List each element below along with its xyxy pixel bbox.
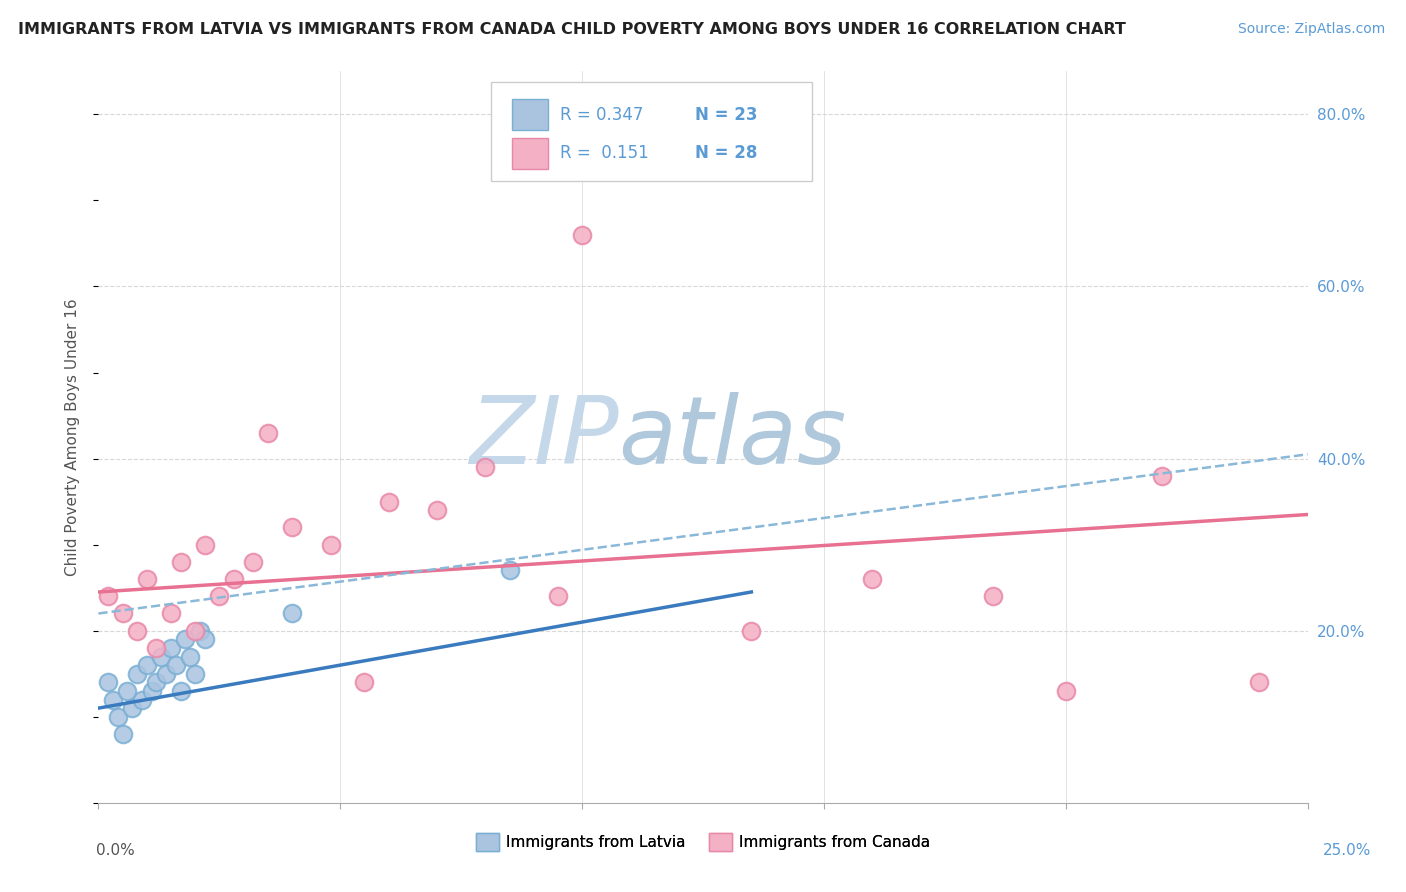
Point bbox=[117, 684, 139, 698]
Point bbox=[740, 624, 762, 638]
Point bbox=[184, 624, 207, 638]
Point bbox=[179, 649, 201, 664]
Text: N = 23: N = 23 bbox=[695, 105, 756, 123]
Point bbox=[571, 227, 593, 242]
Point bbox=[165, 658, 187, 673]
Point bbox=[194, 538, 217, 552]
Text: atlas: atlas bbox=[619, 392, 846, 483]
Text: Source: ZipAtlas.com: Source: ZipAtlas.com bbox=[1237, 22, 1385, 37]
Text: R =  0.151: R = 0.151 bbox=[561, 145, 650, 162]
Point bbox=[145, 675, 167, 690]
Point bbox=[107, 710, 129, 724]
Point bbox=[208, 589, 231, 603]
Text: IMMIGRANTS FROM LATVIA VS IMMIGRANTS FROM CANADA CHILD POVERTY AMONG BOYS UNDER : IMMIGRANTS FROM LATVIA VS IMMIGRANTS FRO… bbox=[18, 22, 1126, 37]
FancyBboxPatch shape bbox=[512, 138, 548, 169]
Point bbox=[256, 425, 278, 440]
Text: ZIP: ZIP bbox=[468, 392, 619, 483]
Legend: Immigrants from Latvia, Immigrants from Canada: Immigrants from Latvia, Immigrants from … bbox=[470, 827, 936, 857]
Point bbox=[111, 607, 134, 621]
Point bbox=[184, 666, 207, 681]
Text: 25.0%: 25.0% bbox=[1323, 843, 1371, 858]
Point bbox=[135, 572, 157, 586]
Point bbox=[155, 666, 177, 681]
FancyBboxPatch shape bbox=[492, 82, 811, 181]
Point bbox=[141, 684, 163, 698]
Point bbox=[860, 572, 883, 586]
Point bbox=[1152, 468, 1174, 483]
Point bbox=[131, 692, 153, 706]
Point bbox=[1249, 675, 1271, 690]
Point bbox=[1054, 684, 1077, 698]
Text: 0.0%: 0.0% bbox=[96, 843, 135, 858]
Point bbox=[242, 555, 264, 569]
Point bbox=[474, 460, 496, 475]
Point bbox=[644, 159, 666, 173]
Point bbox=[169, 555, 191, 569]
Text: R = 0.347: R = 0.347 bbox=[561, 105, 644, 123]
Point bbox=[135, 658, 157, 673]
Point bbox=[353, 675, 375, 690]
Point bbox=[169, 684, 191, 698]
Point bbox=[222, 572, 245, 586]
Point bbox=[111, 727, 134, 741]
Point bbox=[377, 494, 399, 508]
Point bbox=[281, 520, 304, 534]
Point bbox=[188, 624, 211, 638]
Point bbox=[97, 589, 120, 603]
Point bbox=[121, 701, 143, 715]
Point bbox=[145, 640, 167, 655]
Point bbox=[498, 564, 520, 578]
Point bbox=[194, 632, 217, 647]
Point bbox=[547, 589, 569, 603]
Point bbox=[127, 666, 149, 681]
Y-axis label: Child Poverty Among Boys Under 16: Child Poverty Among Boys Under 16 bbox=[65, 298, 80, 576]
Point bbox=[150, 649, 173, 664]
Point bbox=[319, 538, 342, 552]
Point bbox=[160, 640, 183, 655]
Point bbox=[97, 675, 120, 690]
Point bbox=[127, 624, 149, 638]
Point bbox=[101, 692, 124, 706]
Point bbox=[981, 589, 1004, 603]
Point bbox=[426, 503, 449, 517]
Text: N = 28: N = 28 bbox=[695, 145, 756, 162]
FancyBboxPatch shape bbox=[512, 99, 548, 130]
Point bbox=[160, 607, 183, 621]
Point bbox=[174, 632, 197, 647]
Point bbox=[281, 607, 304, 621]
